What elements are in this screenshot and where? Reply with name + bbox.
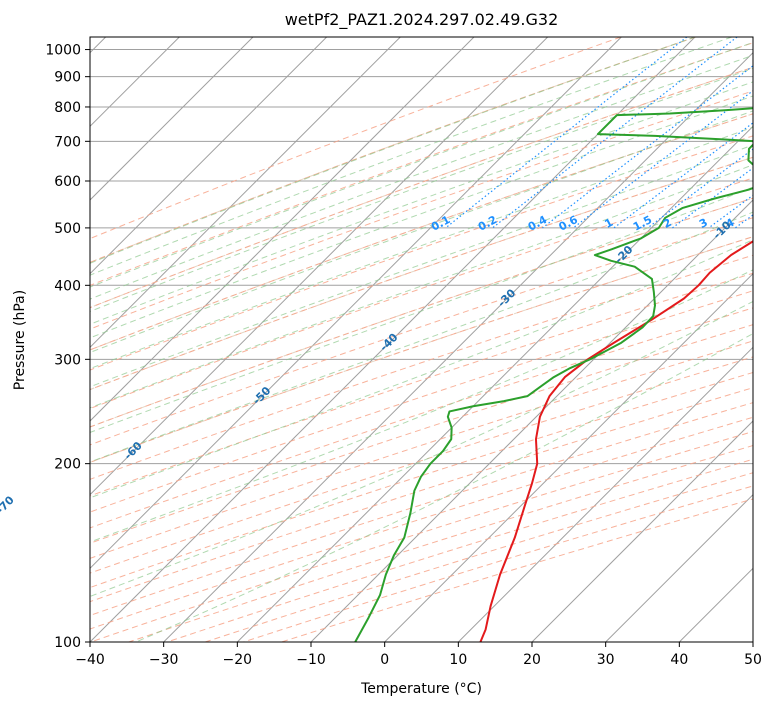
isotherm-line bbox=[678, 567, 753, 642]
dry-adiabat-line bbox=[281, 498, 753, 642]
isotherm-line bbox=[163, 51, 753, 642]
moist-adiabat-line bbox=[90, 144, 753, 388]
mixing-ratio-line bbox=[734, 214, 753, 229]
y-tick-label: 600 bbox=[54, 174, 81, 190]
mixing-ratio-label: 2 bbox=[661, 216, 674, 231]
x-tick-label: 30 bbox=[597, 652, 615, 668]
mixing-ratio-label: 0.2 bbox=[476, 213, 499, 234]
isentrope-line bbox=[90, 37, 696, 263]
x-tick-label: 40 bbox=[670, 652, 688, 668]
moist-adiabat-line bbox=[90, 110, 753, 354]
dry-adiabat-line bbox=[90, 217, 753, 446]
x-axis-label: Temperature (°C) bbox=[360, 681, 482, 697]
moist-adiabat-line bbox=[135, 333, 753, 642]
y-tick-label: 500 bbox=[54, 221, 81, 237]
isotherm-line bbox=[236, 125, 753, 642]
dry-adiabat-label: -30 bbox=[495, 286, 518, 309]
mixing-ratio-line bbox=[492, 37, 738, 229]
moist-adiabat-line bbox=[90, 37, 696, 264]
dry-adiabat-line bbox=[90, 66, 753, 309]
y-axis: 1000 900 800 700 600 500 400 300 200 100 bbox=[45, 43, 90, 651]
x-tick-label: 20 bbox=[523, 652, 541, 668]
plot-frame bbox=[89, 36, 754, 643]
isotherm-line bbox=[752, 641, 753, 642]
dry-adiabat-label: -70 bbox=[0, 493, 17, 516]
mixing-ratio-line bbox=[542, 65, 753, 229]
mixing-ratio-line bbox=[708, 194, 753, 229]
dry-adiabat-line bbox=[90, 156, 753, 391]
x-tick-label: −40 bbox=[75, 652, 105, 668]
mixing-ratio-line bbox=[572, 89, 753, 229]
moist-adiabat-line bbox=[90, 37, 732, 276]
moist-adiabat-line bbox=[90, 54, 753, 300]
y-tick-label: 100 bbox=[54, 635, 81, 651]
moist-adiabat-line bbox=[90, 95, 753, 339]
dry-adiabat-line bbox=[90, 356, 753, 574]
mixing-ratio-label: 0.1 bbox=[429, 213, 452, 234]
isotherm-line bbox=[90, 37, 622, 570]
isotherm-line bbox=[90, 37, 475, 422]
y-tick-label: 200 bbox=[54, 457, 81, 473]
dry-adiabat-line bbox=[90, 387, 753, 603]
isotherm-line bbox=[90, 37, 254, 201]
isentrope-line bbox=[90, 113, 753, 351]
isotherm-line bbox=[310, 199, 753, 642]
y-tick-label: 700 bbox=[54, 134, 81, 150]
dry-adiabat-line bbox=[90, 416, 753, 630]
dewpoint-profile-line bbox=[354, 107, 753, 642]
y-tick-label: 800 bbox=[54, 100, 81, 116]
dry-adiabat-line bbox=[90, 340, 753, 559]
y-tick-label: 900 bbox=[54, 70, 81, 86]
dry-adiabat-line bbox=[90, 177, 753, 410]
moist-adiabat-line bbox=[90, 211, 753, 463]
dry-adiabat-line bbox=[90, 272, 753, 497]
chart-title: wetPf2_PAZ1.2024.297.02.49.G32 bbox=[285, 10, 559, 30]
x-tick-label: 10 bbox=[449, 652, 467, 668]
dry-adiabat-line bbox=[90, 37, 622, 240]
background-lines bbox=[90, 37, 753, 642]
x-tick-label: −10 bbox=[296, 652, 326, 668]
mixing-ratio-line bbox=[672, 167, 753, 229]
dry-adiabat-line bbox=[90, 254, 753, 480]
y-tick-label: 400 bbox=[54, 278, 81, 294]
dry-adiabat-line bbox=[90, 37, 696, 263]
x-axis: −40 −30 −20 −10 0 10 20 30 40 50 bbox=[75, 642, 762, 668]
moist-adiabat-line bbox=[90, 164, 753, 409]
x-tick-label: 50 bbox=[744, 652, 762, 668]
dry-adiabat-line bbox=[166, 458, 753, 642]
moist-adiabat-line bbox=[90, 81, 753, 325]
x-tick-label: 0 bbox=[380, 652, 389, 668]
isotherm-line bbox=[457, 346, 753, 642]
y-tick-label: 300 bbox=[54, 352, 81, 368]
mixing-ratio-line bbox=[613, 122, 753, 229]
x-tick-label: −30 bbox=[149, 652, 179, 668]
series-layer bbox=[354, 107, 753, 642]
moist-adiabat-line bbox=[90, 67, 753, 313]
isotherm-line bbox=[384, 272, 753, 642]
isotherm-line bbox=[605, 493, 753, 642]
x-tick-label: −20 bbox=[223, 652, 253, 668]
isentrope-line bbox=[90, 236, 753, 463]
isotherm-line bbox=[531, 420, 753, 642]
moist-adiabat-line bbox=[90, 126, 753, 370]
dry-adiabat-line bbox=[90, 197, 753, 428]
isotherm-line bbox=[90, 37, 549, 496]
y-tick-label: 1000 bbox=[45, 43, 81, 59]
dry-adiabat-line bbox=[90, 307, 753, 529]
mixing-ratio-label: 0.4 bbox=[526, 213, 550, 234]
isotherm-line bbox=[90, 37, 401, 349]
temperature-profile-line bbox=[479, 240, 753, 642]
dry-adiabat-line bbox=[90, 42, 753, 286]
mixing-ratio-label: 3 bbox=[697, 216, 710, 231]
y-axis-label: Pressure (hPa) bbox=[12, 290, 28, 390]
isotherm-line bbox=[90, 37, 328, 275]
